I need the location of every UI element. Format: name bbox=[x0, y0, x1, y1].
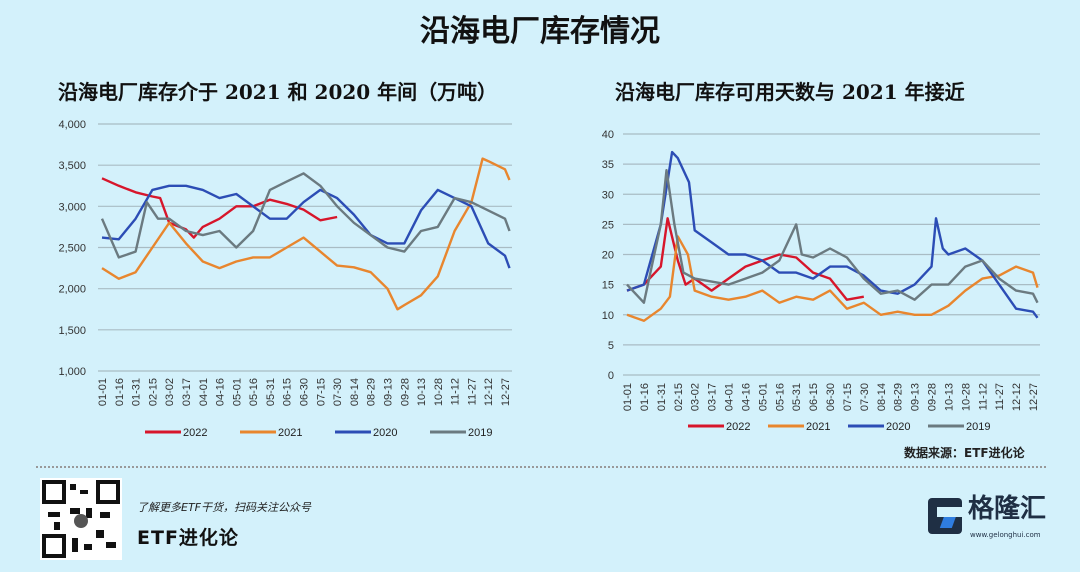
x-tick-label: 04-01 bbox=[724, 383, 736, 411]
x-tick-label: 06-30 bbox=[825, 383, 837, 411]
x-tick-label: 02-15 bbox=[147, 378, 159, 406]
x-tick-label: 11-12 bbox=[450, 378, 462, 405]
x-tick-label: 05-31 bbox=[791, 383, 803, 411]
series-line-2020 bbox=[626, 150, 1039, 319]
x-tick-label: 12-27 bbox=[500, 378, 512, 406]
x-tick-label: 03-17 bbox=[181, 378, 193, 406]
y-tick-label: 2,500 bbox=[58, 243, 86, 255]
x-tick-label: 03-17 bbox=[707, 383, 719, 411]
x-tick-label: 06-30 bbox=[299, 378, 311, 406]
x-tick-label: 10-13 bbox=[943, 383, 955, 411]
x-tick-label: 01-31 bbox=[131, 378, 143, 406]
y-tick-label: 2,000 bbox=[58, 284, 86, 296]
y-tick-label: 5 bbox=[608, 340, 614, 352]
y-tick-label: 30 bbox=[602, 189, 614, 201]
divider bbox=[36, 466, 1046, 468]
y-tick-label: 0 bbox=[608, 370, 614, 382]
x-tick-label: 05-01 bbox=[231, 378, 243, 406]
y-tick-label: 1,500 bbox=[58, 325, 86, 337]
legend-label-2020: 2020 bbox=[373, 427, 397, 439]
y-tick-label: 1,000 bbox=[58, 366, 86, 378]
x-tick-label: 06-15 bbox=[282, 378, 294, 406]
x-tick-label: 12-12 bbox=[1011, 383, 1023, 411]
x-tick-label: 08-29 bbox=[366, 378, 378, 406]
x-tick-label: 12-12 bbox=[483, 378, 495, 406]
right-chart-title: 沿海电厂库存可用天数与 2021 年接近 bbox=[615, 80, 965, 104]
x-tick-label: 11-12 bbox=[977, 383, 989, 410]
x-tick-label: 09-28 bbox=[399, 378, 411, 406]
promo-text: 了解更多ETF干货，扫码关注公众号 bbox=[137, 501, 311, 514]
x-tick-label: 07-30 bbox=[332, 378, 344, 406]
x-tick-label: 09-13 bbox=[382, 378, 394, 406]
x-tick-label: 01-31 bbox=[656, 383, 668, 411]
x-tick-label: 07-15 bbox=[315, 378, 327, 406]
x-tick-label: 07-30 bbox=[859, 383, 871, 411]
logo-g-icon bbox=[928, 498, 962, 534]
data-source: 数据来源：ETF进化论 bbox=[904, 446, 1025, 460]
logo-text: 格隆汇 bbox=[968, 494, 1047, 524]
x-tick-label: 04-16 bbox=[740, 383, 752, 411]
x-tick-label: 01-01 bbox=[97, 378, 109, 406]
series-line-2020 bbox=[101, 184, 511, 269]
y-tick-label: 35 bbox=[602, 159, 614, 171]
x-tick-label: 09-13 bbox=[910, 383, 922, 411]
x-tick-label: 01-01 bbox=[622, 383, 634, 411]
y-tick-label: 3,500 bbox=[58, 160, 86, 172]
y-tick-label: 25 bbox=[602, 219, 614, 231]
page-title: 沿海电厂库存情况 bbox=[420, 14, 660, 49]
x-tick-label: 02-15 bbox=[673, 383, 685, 411]
series-line-2019 bbox=[100, 172, 511, 259]
y-tick-label: 20 bbox=[602, 250, 614, 262]
legend-label-2020: 2020 bbox=[886, 421, 910, 433]
x-tick-label: 08-14 bbox=[876, 383, 888, 411]
x-tick-label: 12-27 bbox=[1028, 383, 1040, 411]
series-line-2019 bbox=[626, 168, 1039, 304]
x-tick-label: 07-15 bbox=[842, 383, 854, 411]
x-tick-label: 06-15 bbox=[808, 383, 820, 411]
y-tick-label: 3,000 bbox=[58, 201, 86, 213]
gelonghui-logo: 格隆汇 www.gelonghui.com bbox=[928, 494, 1053, 544]
series-line-2022 bbox=[101, 177, 338, 239]
x-tick-label: 10-28 bbox=[433, 378, 445, 406]
x-tick-label: 04-16 bbox=[215, 378, 227, 406]
logo-url: www.gelonghui.com bbox=[970, 531, 1041, 539]
x-tick-label: 01-16 bbox=[639, 383, 651, 411]
x-tick-label: 10-13 bbox=[416, 378, 428, 406]
brand-name: ETF进化论 bbox=[137, 527, 239, 549]
x-tick-label: 05-16 bbox=[248, 378, 260, 406]
x-tick-label: 03-02 bbox=[164, 378, 176, 406]
x-tick-label: 08-14 bbox=[349, 378, 361, 406]
x-tick-label: 05-01 bbox=[757, 383, 769, 411]
y-tick-label: 10 bbox=[602, 310, 614, 322]
y-tick-label: 15 bbox=[602, 280, 614, 292]
legend-label-2019: 2019 bbox=[966, 421, 990, 433]
legend-label-2021: 2021 bbox=[278, 427, 302, 439]
series-line-2022 bbox=[626, 217, 865, 301]
x-tick-label: 10-28 bbox=[960, 383, 972, 411]
x-tick-label: 08-29 bbox=[893, 383, 905, 411]
y-tick-label: 4,000 bbox=[58, 119, 86, 131]
x-tick-label: 05-16 bbox=[774, 383, 786, 411]
qr-code bbox=[40, 478, 122, 560]
left-chart-title: 沿海电厂库存介于 2021 和 2020 年间（万吨） bbox=[58, 80, 498, 104]
legend-label-2022: 2022 bbox=[726, 421, 750, 433]
qr-code-icon bbox=[42, 480, 120, 558]
legend-label-2021: 2021 bbox=[806, 421, 830, 433]
legend-label-2019: 2019 bbox=[468, 427, 492, 439]
series-line-2021 bbox=[101, 157, 511, 311]
x-tick-label: 03-02 bbox=[690, 383, 702, 411]
x-tick-label: 11-27 bbox=[994, 383, 1006, 410]
series-line-2021 bbox=[626, 235, 1039, 322]
y-tick-label: 40 bbox=[602, 129, 614, 141]
x-tick-label: 11-27 bbox=[466, 378, 478, 405]
x-tick-label: 05-31 bbox=[265, 378, 277, 406]
x-tick-label: 01-16 bbox=[114, 378, 126, 406]
x-tick-label: 04-01 bbox=[198, 378, 210, 406]
x-tick-label: 09-28 bbox=[927, 383, 939, 411]
legend-label-2022: 2022 bbox=[183, 427, 207, 439]
